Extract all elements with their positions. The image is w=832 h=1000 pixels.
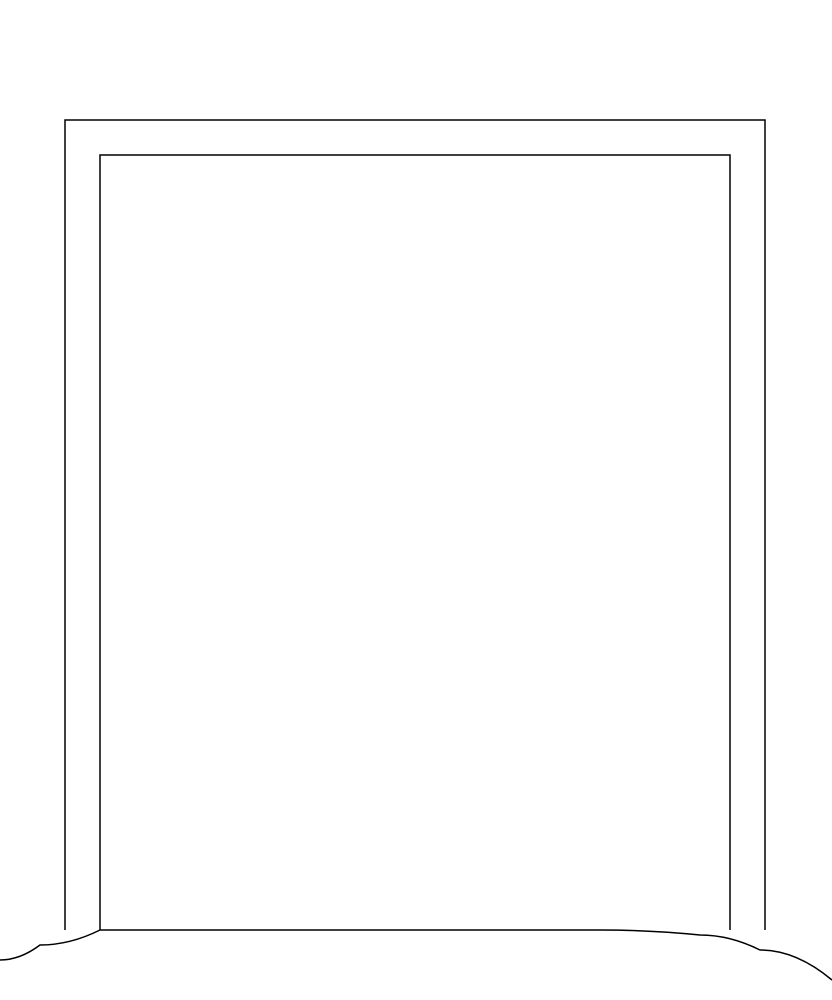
ground-line bbox=[0, 930, 832, 980]
outer-frame bbox=[65, 120, 765, 930]
mechanical-diagram bbox=[0, 0, 832, 1000]
inner-frame bbox=[100, 155, 730, 930]
